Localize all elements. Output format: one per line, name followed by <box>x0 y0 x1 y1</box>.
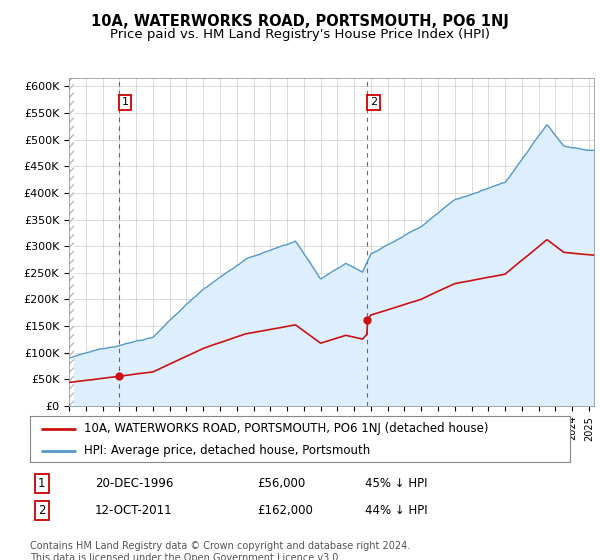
Text: 45% ↓ HPI: 45% ↓ HPI <box>365 477 427 491</box>
Text: £56,000: £56,000 <box>257 477 305 491</box>
Text: 1: 1 <box>121 97 128 108</box>
Text: Contains HM Land Registry data © Crown copyright and database right 2024.
This d: Contains HM Land Registry data © Crown c… <box>30 541 410 560</box>
Text: 44% ↓ HPI: 44% ↓ HPI <box>365 505 427 517</box>
Text: 10A, WATERWORKS ROAD, PORTSMOUTH, PO6 1NJ (detached house): 10A, WATERWORKS ROAD, PORTSMOUTH, PO6 1N… <box>84 422 488 436</box>
Text: 1: 1 <box>38 477 46 491</box>
Text: 20-DEC-1996: 20-DEC-1996 <box>95 477 173 491</box>
Text: 12-OCT-2011: 12-OCT-2011 <box>95 505 172 517</box>
Text: 2: 2 <box>370 97 377 108</box>
Text: 2: 2 <box>38 505 46 517</box>
Polygon shape <box>69 78 74 406</box>
Text: 10A, WATERWORKS ROAD, PORTSMOUTH, PO6 1NJ: 10A, WATERWORKS ROAD, PORTSMOUTH, PO6 1N… <box>91 14 509 29</box>
Text: HPI: Average price, detached house, Portsmouth: HPI: Average price, detached house, Port… <box>84 444 370 457</box>
Text: £162,000: £162,000 <box>257 505 313 517</box>
Text: Price paid vs. HM Land Registry's House Price Index (HPI): Price paid vs. HM Land Registry's House … <box>110 28 490 41</box>
